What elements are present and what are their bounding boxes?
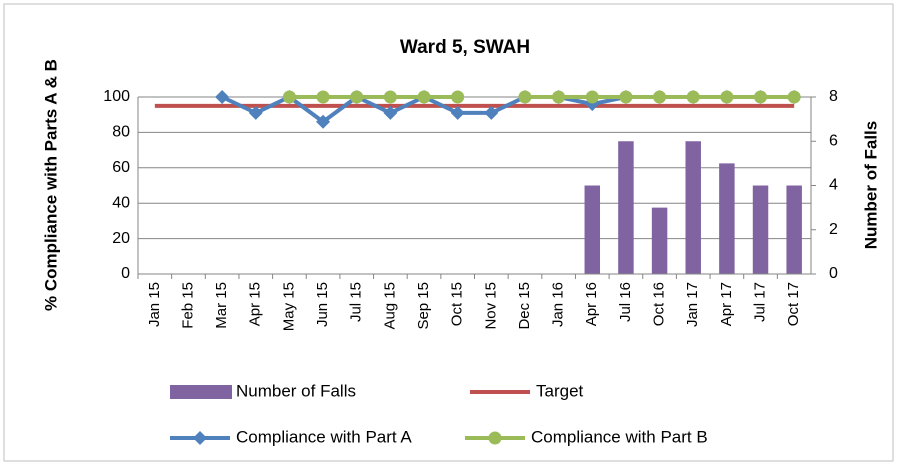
y-tick-label: 20	[112, 230, 130, 247]
bar	[752, 185, 769, 274]
circle-marker	[754, 90, 768, 104]
y2-tick-label: 6	[829, 132, 838, 149]
x-tick-label: Oct 16	[651, 282, 668, 326]
legend-marker	[193, 431, 207, 445]
x-tick-label: Nov 15	[482, 282, 499, 330]
x-tick-label: Feb 15	[179, 282, 196, 329]
y-tick-label: 100	[103, 88, 130, 105]
circle-marker	[787, 90, 801, 104]
circle-marker	[451, 90, 465, 104]
diamond-marker	[215, 90, 230, 104]
legend-label: Compliance with Part A	[236, 427, 412, 446]
bar	[685, 141, 701, 274]
x-tick-label: Jul 17	[751, 282, 768, 322]
circle-marker	[619, 90, 633, 104]
legend-marker	[488, 431, 502, 445]
circle-marker	[720, 90, 734, 104]
x-tick-label: Oct 17	[785, 282, 802, 326]
x-tick-label: May 15	[280, 282, 297, 331]
diamond-marker	[248, 105, 263, 120]
circle-marker	[552, 90, 566, 104]
y2-tick-label: 4	[829, 177, 838, 194]
y2-axis-label: Number of Falls	[861, 121, 880, 249]
y2-tick-label: 0	[829, 265, 838, 282]
y-tick-label: 40	[112, 194, 130, 211]
chart-title: Ward 5, SWAH	[400, 37, 530, 58]
x-tick-label: Jan 15	[146, 282, 163, 327]
diamond-marker	[383, 105, 398, 120]
bar	[786, 185, 802, 274]
bar	[584, 185, 601, 274]
x-tick-label: Apr 15	[247, 282, 264, 326]
circle-marker	[282, 90, 296, 104]
x-tick-label: Oct 15	[449, 282, 466, 326]
legend-label: Compliance with Part B	[531, 427, 708, 446]
bar	[618, 141, 634, 274]
chart-border	[3, 3, 894, 462]
circle-marker	[316, 90, 330, 104]
diamond-marker	[484, 105, 499, 120]
x-tick-label: Apr 17	[718, 282, 735, 326]
circle-marker	[350, 90, 364, 104]
bar	[651, 207, 668, 274]
x-tick-label: Mar 15	[213, 282, 230, 329]
y-tick-label: 80	[112, 124, 130, 141]
x-tick-label: Jan 16	[550, 282, 567, 327]
bar	[719, 163, 735, 274]
circle-marker	[383, 90, 397, 104]
x-tick-label: Aug 15	[381, 282, 398, 330]
x-tick-label: Jul 16	[617, 282, 634, 322]
x-tick-label: Jan 17	[684, 282, 701, 327]
y-tick-label: 0	[121, 265, 130, 282]
y-tick-label: 60	[112, 159, 130, 176]
x-tick-label: Jul 15	[348, 282, 365, 322]
x-tick-label: Jun 15	[314, 282, 331, 327]
circle-marker	[518, 90, 532, 104]
circle-marker	[417, 90, 431, 104]
diamond-marker	[316, 114, 331, 129]
diamond-marker	[450, 105, 465, 120]
circle-marker	[585, 90, 599, 104]
x-tick-label: Apr 16	[583, 282, 600, 326]
circle-marker	[653, 90, 667, 104]
circle-marker	[686, 90, 700, 104]
legend-label: Number of Falls	[236, 381, 356, 400]
y-axis-label: % Compliance with Parts A & B	[41, 59, 60, 311]
legend-swatch	[170, 385, 232, 399]
x-tick-label: Sep 15	[415, 282, 432, 330]
y2-tick-label: 2	[829, 221, 838, 238]
y2-tick-label: 8	[829, 88, 838, 105]
x-tick-label: Dec 15	[516, 282, 533, 330]
legend-label: Target	[536, 381, 584, 400]
